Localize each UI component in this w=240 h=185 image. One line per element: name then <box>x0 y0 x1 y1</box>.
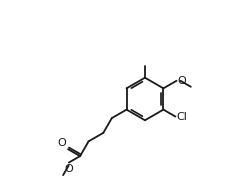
Text: O: O <box>58 138 66 148</box>
Text: O: O <box>64 164 73 174</box>
Text: Cl: Cl <box>176 112 187 122</box>
Text: O: O <box>177 75 186 86</box>
